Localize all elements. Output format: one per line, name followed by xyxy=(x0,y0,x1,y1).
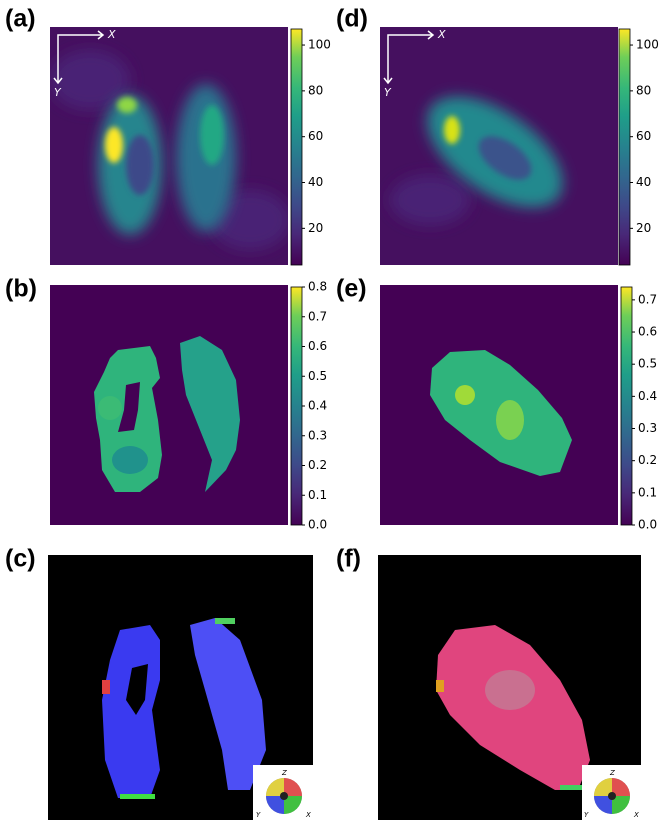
axis-label-y: Y xyxy=(54,86,62,99)
colorbar-tick-label: 0.8 xyxy=(308,280,327,294)
colorbar-tick-label: 0.6 xyxy=(638,325,657,339)
panel-label: (c) xyxy=(5,545,36,573)
colorbar-tick-label: 80 xyxy=(636,83,651,97)
colorbar-tick-label: 0.5 xyxy=(308,369,327,383)
colorbar-tick-label: 0.1 xyxy=(638,485,657,499)
axis-label-x: X xyxy=(107,28,116,41)
panel-label: (e) xyxy=(336,275,367,303)
colorbar-tick-label: 0.7 xyxy=(638,292,657,306)
colorbar-tick-label: 0.6 xyxy=(308,339,327,353)
colorbar xyxy=(620,286,633,526)
sphere-label-z: Z xyxy=(281,769,287,777)
panel-label: (a) xyxy=(5,5,36,33)
colorbar-tick-label: 60 xyxy=(308,129,323,143)
colorbar-tick-label: 0.0 xyxy=(308,518,327,532)
axis-arrows xyxy=(383,30,435,85)
axis-arrows xyxy=(53,30,105,85)
sphere-label-x: X xyxy=(633,811,639,819)
colorbar-tick-label: 0.3 xyxy=(308,428,327,442)
panel-label: (d) xyxy=(336,5,368,33)
axis-label-y: Y xyxy=(384,86,392,99)
colorbar-tick-label: 60 xyxy=(636,129,651,143)
orientation-sphere-f xyxy=(582,765,641,820)
colorbar-tick-label: 0.4 xyxy=(308,399,327,413)
colorbar xyxy=(290,286,303,526)
colorbar-tick-label: 40 xyxy=(308,175,323,189)
colorbar-tick-label: 20 xyxy=(636,221,651,235)
sphere-label-x: X xyxy=(305,811,311,819)
image-a xyxy=(50,27,288,265)
colorbar-tick-label: 80 xyxy=(308,83,323,97)
colorbar-tick-label: 40 xyxy=(636,175,651,189)
panel-label: (b) xyxy=(5,275,37,303)
sphere-label-y: Y xyxy=(256,811,261,819)
colorbar-tick-label: 100 xyxy=(308,38,331,52)
image-d xyxy=(380,27,618,265)
colorbar-tick-label: 0.5 xyxy=(638,357,657,371)
colorbar-tick-label: 0.2 xyxy=(638,453,657,467)
image-c xyxy=(48,555,313,820)
colorbar-tick-label: 0.0 xyxy=(638,518,657,532)
colorbar-tick-label: 20 xyxy=(308,221,323,235)
colorbar-tick-label: 0.1 xyxy=(308,488,327,502)
axis-label-x: X xyxy=(437,28,446,41)
colorbar-tick-label: 0.4 xyxy=(638,389,657,403)
image-b xyxy=(50,285,288,525)
orientation-sphere-c xyxy=(253,765,313,820)
panel-label: (f) xyxy=(336,545,361,573)
sphere-label-y: Y xyxy=(584,811,589,819)
colorbar-tick-label: 100 xyxy=(636,38,659,52)
colorbar-tick-label: 0.2 xyxy=(308,458,327,472)
colorbar xyxy=(290,28,303,266)
colorbar xyxy=(618,28,631,266)
sphere-label-z: Z xyxy=(609,769,615,777)
colorbar-tick-label: 0.3 xyxy=(638,421,657,435)
colorbar-tick-label: 0.7 xyxy=(308,309,327,323)
image-e xyxy=(380,285,618,525)
